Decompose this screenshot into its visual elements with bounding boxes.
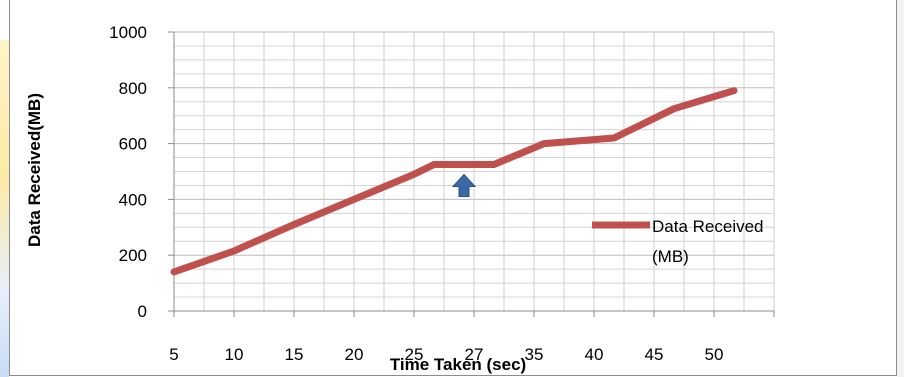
x-tick-label: 20: [345, 345, 364, 364]
legend: Data Received (MB): [592, 217, 764, 266]
x-tick-label: 35: [525, 345, 544, 364]
y-axis-title: Data Received(MB): [25, 93, 44, 247]
x-tick-label: 50: [705, 345, 724, 364]
series-line: [170, 87, 738, 276]
y-tick-label: 400: [119, 190, 147, 209]
series: [170, 87, 738, 276]
x-tick-label: 15: [285, 345, 304, 364]
x-tick-label: 10: [225, 345, 244, 364]
annotations: [451, 173, 477, 198]
x-axis-title: Time Taken (sec): [390, 355, 526, 374]
legend-label-line1: Data Received: [652, 217, 764, 236]
x-tick-label: 45: [645, 345, 664, 364]
y-tick-labels: 0 200 400 600 800 1000: [109, 23, 147, 321]
x-tick-label: 25: [405, 345, 424, 364]
up-arrow-icon: [451, 173, 477, 198]
y-tick-label: 1000: [109, 23, 147, 42]
y-tick-label: 200: [119, 246, 147, 265]
y-tick-label: 0: [138, 302, 147, 321]
chart-frame: [9, 0, 897, 376]
background-strip: [0, 40, 9, 377]
x-tick-labels: 5 10 15 20 25 27 35 40 45 50: [169, 345, 723, 364]
legend-label-line2: (MB): [652, 247, 689, 266]
right-edge: [897, 0, 904, 377]
axes: [168, 31, 775, 317]
y-tick-label: 800: [119, 79, 147, 98]
x-tick-label: 5: [169, 345, 178, 364]
x-tick-label: 40: [585, 345, 604, 364]
gridlines: [173, 31, 775, 312]
x-tick-label: 27: [465, 345, 484, 364]
y-tick-label: 600: [119, 135, 147, 154]
